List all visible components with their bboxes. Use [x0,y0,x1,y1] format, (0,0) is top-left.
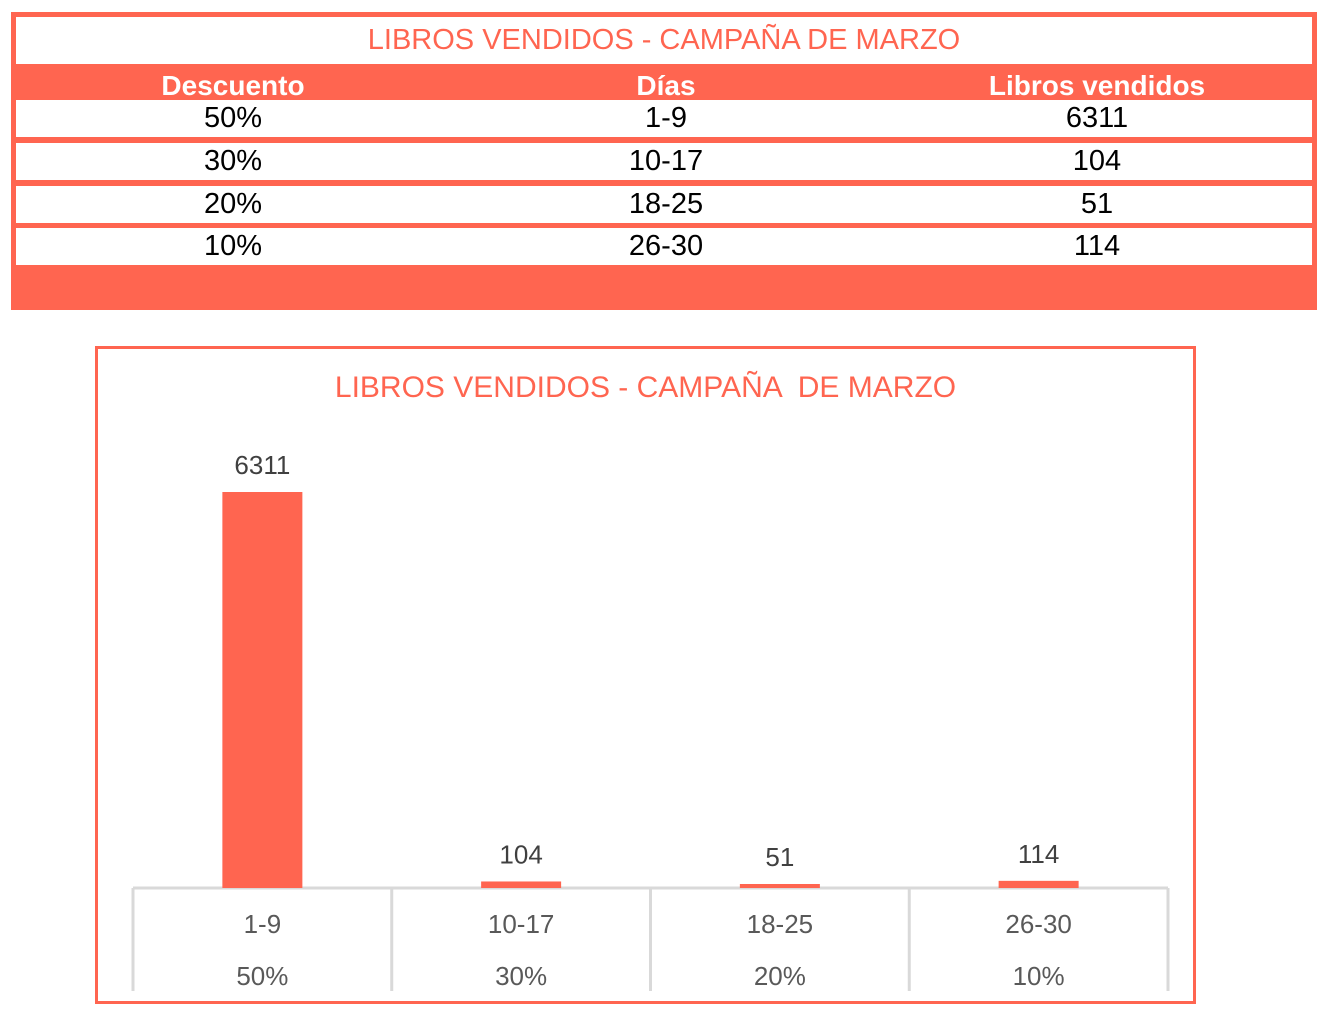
data-label: 114 [1018,839,1059,869]
table-row: 10% 26-30 114 [16,228,1312,265]
header-dias: Días [636,70,696,101]
cell-descuento: 50% [203,102,263,134]
table-row: 50% 1-9 6311 [16,100,1312,137]
x-group-label: 20% [754,961,806,991]
bar [739,884,820,888]
table-row: 20% 18-25 51 [16,186,1312,223]
cell-libros: 114 [1073,230,1121,262]
header-libros-vendidos: Libros vendidos [988,70,1206,101]
x-group-label: 50% [236,961,288,991]
bar [998,880,1079,888]
cell-libros: 6311 [1065,102,1129,134]
cell-libros: 51 [1080,188,1114,220]
cell-dias: 26-30 [628,230,704,262]
data-label: 6311 [234,450,290,480]
cell-dias: 18-25 [628,188,704,220]
cell-descuento: 20% [203,188,263,220]
bar [481,881,562,888]
cell-descuento: 10% [203,230,263,262]
chart-title: LIBROS VENDIDOS - CAMPAÑA DE MARZO [334,371,957,404]
x-tick-label: 1-9 [244,909,282,939]
x-tick-label: 18-25 [747,909,814,939]
table-row: 30% 10-17 104 [16,143,1312,180]
x-tick-label: 26-30 [1005,909,1072,939]
x-group-label: 10% [1013,961,1065,991]
data-label: 51 [765,842,794,872]
bar-chart: LIBROS VENDIDOS - CAMPAÑA DE MARZO 6311 1… [95,346,1196,1004]
table-header-row: Descuento Días Libros vendidos [16,64,1312,108]
bar [222,492,303,888]
x-tick-label: 10-17 [488,909,555,939]
table-title: LIBROS VENDIDOS - CAMPAÑA DE MARZO [16,17,1312,64]
cell-dias: 1-9 [645,102,687,134]
cell-descuento: 30% [203,145,263,177]
chart-plot-area: 6311 1-9 50% 104 10-17 30% 51 18-25 20% 114 26-30 1… [131,450,1170,991]
x-group-label: 30% [495,961,547,991]
sales-table: LIBROS VENDIDOS - CAMPAÑA DE MARZO Descu… [11,12,1317,310]
data-label: 104 [499,839,542,869]
cell-dias: 10-17 [628,145,704,177]
cell-libros: 104 [1072,145,1122,177]
header-descuento: Descuento [161,70,305,101]
